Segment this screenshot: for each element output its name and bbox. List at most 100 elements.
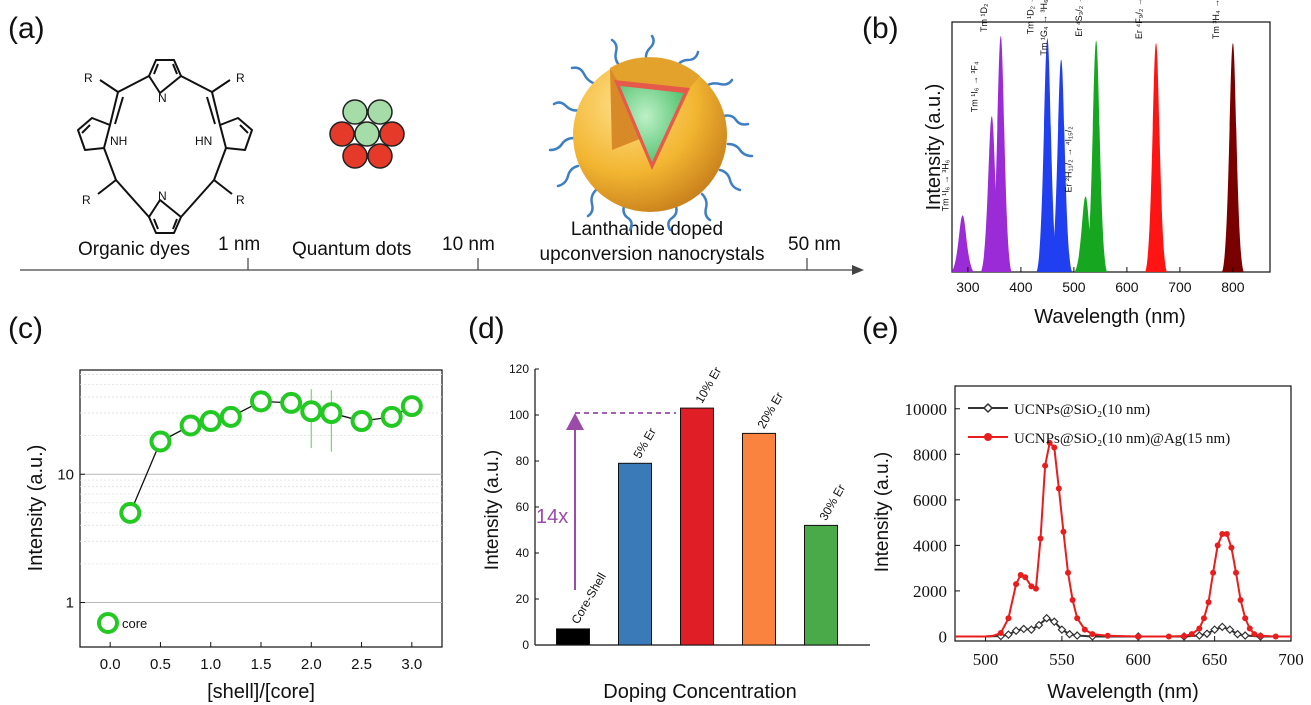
- panel-c-point-3: [199, 410, 222, 433]
- panel-d-ytick-label-1: 20: [516, 592, 530, 606]
- panel-e-series-1-point-13: [1051, 444, 1058, 451]
- panel-d-ytick-label-0: 0: [522, 638, 529, 652]
- label-organic-dyes: Organic dyes: [78, 239, 190, 260]
- panel-e-ytick-label-5: 10000: [905, 400, 948, 419]
- panel-d-bar-2: [680, 407, 714, 646]
- panel-b-peak-2: [989, 36, 1012, 272]
- panel-d-bar-label-4: 30% Er: [816, 482, 848, 523]
- atom-r-top-left: R: [84, 71, 93, 85]
- panel-d-y-axis-label: Intensity (a.u.): [482, 450, 503, 570]
- panel-label-a: (a): [8, 12, 45, 45]
- panel-e-series-1-point-32: [1223, 530, 1230, 537]
- label-ucnp-line1: Lanthanide doped: [571, 219, 723, 240]
- panel-e-series-1-point-34: [1233, 569, 1240, 576]
- panel-d-bar-label-1: 5% Er: [630, 425, 658, 460]
- panel-e-series-0-point-6: [1027, 625, 1036, 634]
- panel-d-ytick-label-5: 100: [509, 408, 529, 422]
- panel-e-series-1-point-39: [1257, 632, 1264, 639]
- panel-e-series-0-point-8: [1042, 613, 1051, 623]
- panel-c-xtick-label-6: 3.0: [401, 656, 422, 673]
- panel-d-bar-label-3: 20% Er: [754, 390, 786, 431]
- size-axis-arrowhead: [852, 265, 864, 275]
- panel-d-ytick-label-2: 40: [516, 546, 530, 560]
- panel-e-series-1-point-4: [1005, 615, 1012, 622]
- panel-d-bar-4: [804, 524, 838, 646]
- panel-c-xtick-label-4: 2.0: [301, 656, 322, 673]
- panel-c-y-axis-label: Intensity (a.u.): [25, 445, 47, 572]
- panel-e-series-0-point-19: [1217, 622, 1227, 632]
- panel-d-bar-0: [556, 628, 590, 646]
- panel-b-peak-label-7: Er ⁴F₉/₂ → ⁴I₁₅/₂: [1134, 0, 1144, 39]
- panel-c-xtick-label-5: 2.5: [351, 656, 372, 673]
- panel-c-point-5: [250, 390, 272, 413]
- legend-text-ucnp-sio2-ag: UCNPs@SiO₂(10 nm)@Ag(15 nm): [1014, 431, 1230, 447]
- panel-e-series-0-point-5: [1019, 624, 1029, 634]
- legend-marker-ucnp-sio2: [982, 402, 994, 414]
- panel-c-series: [119, 389, 423, 524]
- panel-d-enhancement-arrowhead: [566, 413, 584, 430]
- panel-e-series-0-point-11: [1065, 629, 1074, 639]
- panel-b-peak-label-5: Er ²H₁₁/₂ → ⁴I₁₅/₂: [1064, 126, 1074, 193]
- panel-e-series-1-point-19: [1081, 626, 1088, 633]
- legend-text-ucnp-sio2: UCNPs@SiO₂(10 nm): [1014, 402, 1150, 418]
- panel-c-point-2: [179, 414, 202, 437]
- panel-e-series-1-point-10: [1037, 535, 1044, 542]
- panel-e-series-0-point-9: [1049, 617, 1059, 626]
- panel-e-series-1-point-15: [1060, 528, 1067, 535]
- panel-e-series-1-point-17: [1069, 597, 1076, 604]
- panel-e-frame: [954, 385, 1292, 642]
- panel-b-peak-label-3: Tm ¹D₂ → ³F₄: [1025, 0, 1035, 34]
- panel-e-series-1-point-18: [1074, 615, 1081, 622]
- panel-e-series-1-point-16: [1065, 569, 1072, 576]
- panel-b-xtick-label-5: 800: [1221, 279, 1245, 295]
- panel-c-point-0: [119, 501, 142, 524]
- panel-e-series-1-point-22: [1135, 633, 1142, 640]
- panel-c-xtick-label-0: 0.0: [100, 656, 121, 673]
- panel-label-d: (d): [468, 312, 505, 345]
- label-quantum-dots: Quantum dots: [292, 239, 411, 260]
- porphyrin-structure-icon: [77, 59, 253, 234]
- panel-b-xtick-label-1: 400: [1009, 279, 1033, 295]
- panel-e-silver-enhanced-spectra: 0 2000 4000 6000 8000 10000 500 550 600 650 700 UC…: [872, 385, 1304, 703]
- panel-c-xtick-label-2: 1.0: [200, 656, 221, 673]
- panel-e-series-0-point-7: [1034, 620, 1044, 630]
- panel-e-series-1-point-9: [1032, 585, 1039, 592]
- panel-c-ytick-label-0: 1: [66, 595, 74, 612]
- panel-e-series-1-point-14: [1055, 485, 1062, 492]
- panel-b-peak-3: [1036, 38, 1059, 272]
- legend-marker-ucnp-sio2-ag: [984, 433, 992, 441]
- panel-d-ytick-label-4: 80: [516, 454, 530, 468]
- atom-hn-right: HN: [195, 134, 212, 148]
- panel-c-point-1: [149, 430, 172, 453]
- panel-b-peak-8: [1221, 43, 1244, 272]
- atom-nh-left: NH: [110, 134, 127, 148]
- panel-b-peak-6: [1085, 40, 1108, 272]
- panel-e-series-0-point-12: [1072, 631, 1082, 640]
- panel-e-series-0-point-22: [1240, 631, 1250, 640]
- quantum-dot-cluster-icon: [329, 99, 405, 169]
- panel-b-peak-4: [1050, 59, 1073, 272]
- panel-b-peak-label-6: Er ⁴S₃/₂ → ⁴I₁₅/₂: [1074, 0, 1084, 37]
- panel-e-series-1-point-24: [1181, 632, 1188, 639]
- panel-c-point-10: [380, 405, 403, 428]
- panel-d-bar-3: [742, 432, 776, 646]
- panel-b-peak-label-4: Tm ¹G₄ → ³H₆: [1039, 0, 1049, 56]
- panel-b-peak-0: [951, 215, 974, 272]
- panel-e-series-1-point-33: [1228, 544, 1235, 551]
- panel-c-xtick-label-3: 1.5: [251, 656, 272, 673]
- panel-e-ytick-label-1: 2000: [913, 582, 947, 601]
- panel-e-ytick-label-2: 4000: [913, 536, 947, 555]
- panel-label-b: (b): [862, 12, 899, 45]
- panel-e-series-1-point-37: [1246, 625, 1253, 632]
- panel-e-series-0-point-20: [1225, 625, 1235, 634]
- panel-e-series-1-point-28: [1205, 599, 1212, 606]
- panel-c-point-11: [400, 395, 423, 418]
- panel-c-legend-marker: [97, 612, 119, 634]
- atom-n-top: N: [158, 91, 167, 105]
- panel-e-ytick-label-3: 6000: [913, 491, 947, 510]
- panel-e-x-axis-label: Wavelength (nm): [1047, 681, 1199, 703]
- panel-e-xtick-label-1: 550: [1049, 650, 1075, 669]
- panel-c-ticks: 1 10 0.0 0.5 1.0 1.5 2.0 2.5 3.0: [57, 466, 422, 673]
